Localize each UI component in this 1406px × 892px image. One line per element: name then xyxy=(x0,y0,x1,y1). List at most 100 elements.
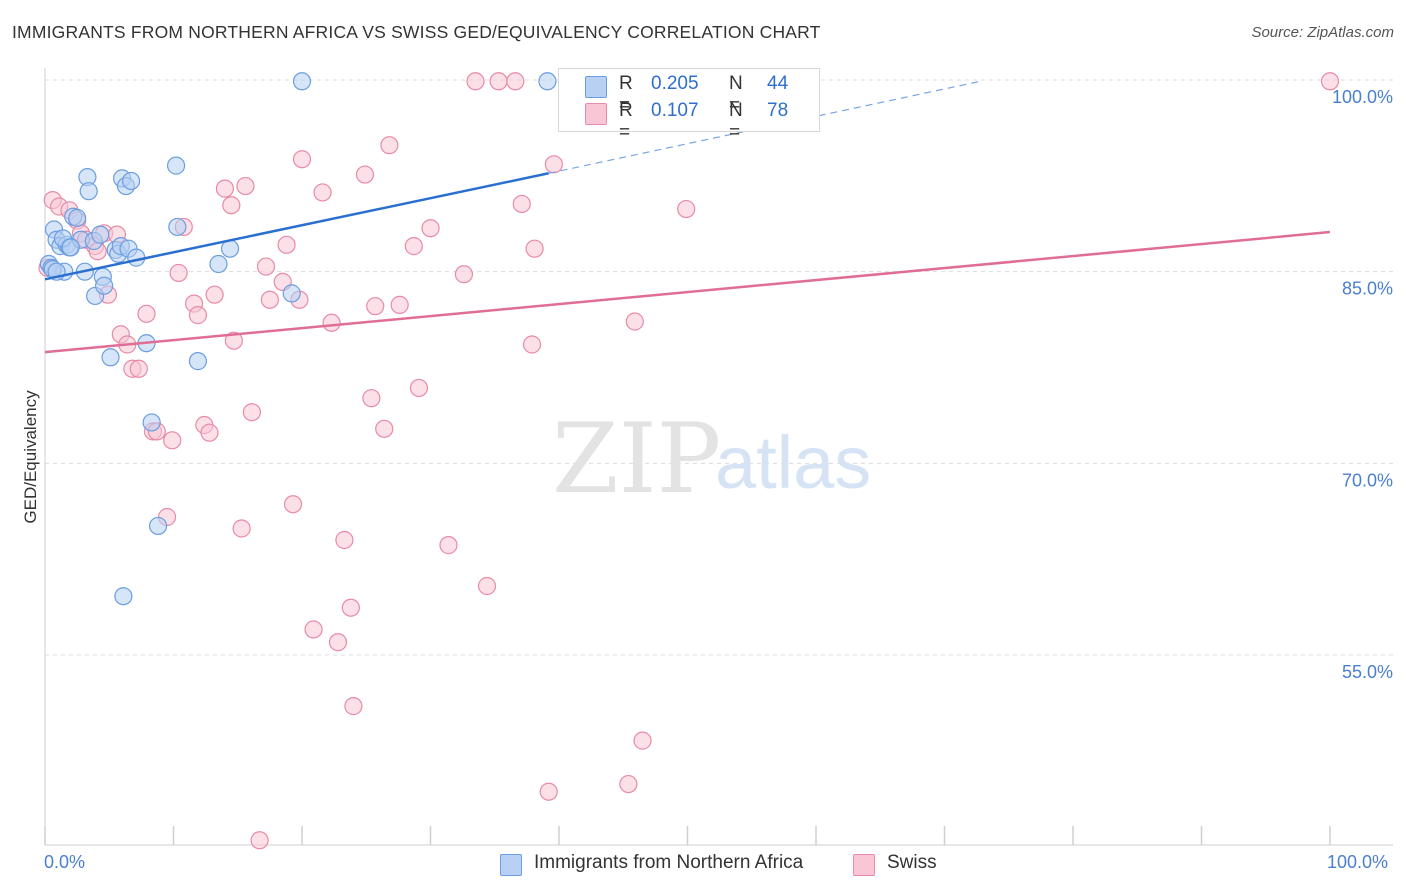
swiss-point-50 xyxy=(362,389,381,408)
swiss-point-64 xyxy=(512,194,531,214)
legend-r-value-swiss: 0.107 xyxy=(651,100,699,121)
immigrants-point-13 xyxy=(79,182,98,201)
immigrants-point-16 xyxy=(91,225,110,244)
legend-swatch-swiss xyxy=(585,103,607,125)
swiss-point-63 xyxy=(506,72,525,91)
grid-layer xyxy=(45,79,1393,656)
immigrants-point-36 xyxy=(282,284,301,303)
immigrants-trend-line xyxy=(44,172,549,281)
swiss-point-65 xyxy=(522,335,542,354)
swiss-point-30 xyxy=(224,331,243,350)
swiss-point-66 xyxy=(525,239,544,258)
swiss-point-71 xyxy=(625,312,644,331)
swiss-point-42 xyxy=(304,620,323,639)
swiss-point-15 xyxy=(129,359,148,378)
swiss-point-27 xyxy=(205,285,224,304)
series-legend-swatch-immigrants xyxy=(500,854,522,876)
swiss-point-53 xyxy=(380,136,399,155)
immigrants-point-37 xyxy=(292,72,312,91)
swiss-point-67 xyxy=(539,782,558,801)
swiss-point-49 xyxy=(355,165,375,184)
series-legend-label-swiss: Swiss xyxy=(887,852,937,873)
chart-title: IMMIGRANTS FROM NORTHERN AFRICA VS SWISS… xyxy=(12,22,821,42)
legend-n-value-swiss: 78 xyxy=(767,100,789,121)
immigrants-point-32 xyxy=(168,217,187,237)
swiss-point-24 xyxy=(188,306,208,325)
immigrants-point-42 xyxy=(114,587,133,606)
swiss-point-28 xyxy=(215,179,234,198)
swiss-points xyxy=(38,72,1340,850)
swiss-point-36 xyxy=(260,290,279,309)
swiss-point-20 xyxy=(163,431,182,450)
y-tick-labels: 55.0% 70.0% 85.0% 100.0% xyxy=(1332,87,1393,682)
x-axis-min-label: 0.0% xyxy=(44,852,86,872)
source-label: Source: ZipAtlas.com xyxy=(1251,24,1394,41)
y-tick-label-70: 70.0% xyxy=(1342,470,1393,490)
series-legend-label-immigrants: Immigrants from Northern Africa xyxy=(534,852,804,873)
swiss-point-32 xyxy=(236,176,255,196)
swiss-point-55 xyxy=(404,237,423,256)
swiss-point-46 xyxy=(335,530,354,550)
y-axis-label: GED/Equivalency xyxy=(21,390,40,524)
swiss-point-61 xyxy=(477,576,497,596)
immigrants-point-26 xyxy=(121,171,141,191)
immigrants-point-29 xyxy=(142,413,161,432)
y-tick-label-55: 55.0% xyxy=(1342,662,1393,682)
legend-n-label: N = xyxy=(729,73,743,116)
swiss-point-31 xyxy=(232,519,251,538)
swiss-point-41 xyxy=(292,150,312,169)
immigrants-points xyxy=(39,72,557,606)
swiss-point-62 xyxy=(489,72,508,91)
immigrants-point-18 xyxy=(95,276,114,295)
swiss-point-77 xyxy=(1320,72,1340,91)
swiss-point-33 xyxy=(242,403,261,422)
swiss-point-45 xyxy=(328,633,348,652)
swiss-point-57 xyxy=(421,219,440,238)
swiss-point-51 xyxy=(366,297,385,316)
legend-r-label: R = xyxy=(619,100,633,143)
swiss-point-60 xyxy=(466,72,485,91)
swiss-point-47 xyxy=(341,598,360,617)
swiss-point-58 xyxy=(439,536,458,555)
immigrants-point-38 xyxy=(538,72,557,91)
swiss-point-70 xyxy=(619,774,638,794)
immigrants-point-30 xyxy=(148,516,168,536)
swiss-point-39 xyxy=(283,495,303,514)
y-tick-label-100: 100.0% xyxy=(1332,87,1393,107)
swiss-point-68 xyxy=(544,155,563,174)
immigrants-point-19 xyxy=(101,348,120,367)
swiss-point-16 xyxy=(137,304,156,323)
correlation-legend: R = 0.205 N = 44 R = 0.107 N = 78 xyxy=(558,68,820,143)
swiss-point-21 xyxy=(169,263,188,283)
series-legend-swatch-swiss xyxy=(853,854,875,876)
swiss-point-75 xyxy=(677,199,696,219)
watermark: ZIP atlas xyxy=(552,403,871,515)
swiss-point-59 xyxy=(454,265,474,284)
swiss-point-29 xyxy=(222,196,241,215)
swiss-point-52 xyxy=(375,419,394,438)
swiss-point-26 xyxy=(200,423,219,442)
axis-layer xyxy=(44,68,1393,846)
swiss-point-56 xyxy=(409,378,429,398)
swiss-trend-line xyxy=(44,230,1331,354)
swiss-point-35 xyxy=(256,257,276,276)
watermark-zip: ZIP xyxy=(552,403,721,515)
swiss-point-38 xyxy=(277,235,296,254)
immigrants-point-31 xyxy=(166,156,186,175)
swiss-point-34 xyxy=(250,831,269,850)
immigrants-point-41 xyxy=(61,238,80,257)
legend-n-label: N = xyxy=(729,100,743,143)
legend-n-value-immigrants: 44 xyxy=(767,73,789,94)
legend-r-value-immigrants: 0.205 xyxy=(651,73,699,94)
immigrants-point-34 xyxy=(209,254,228,274)
x-axis-max-label: 100.0% xyxy=(1327,852,1389,872)
legend-swatch-immigrants xyxy=(585,76,607,98)
swiss-point-72 xyxy=(633,731,652,750)
swiss-point-54 xyxy=(390,295,409,314)
watermark-atlas: atlas xyxy=(715,421,871,504)
swiss-point-48 xyxy=(344,697,363,716)
legend-r-label: R = xyxy=(619,73,633,116)
y-tick-label-85: 85.0% xyxy=(1342,279,1393,299)
immigrants-point-9 xyxy=(68,208,87,228)
